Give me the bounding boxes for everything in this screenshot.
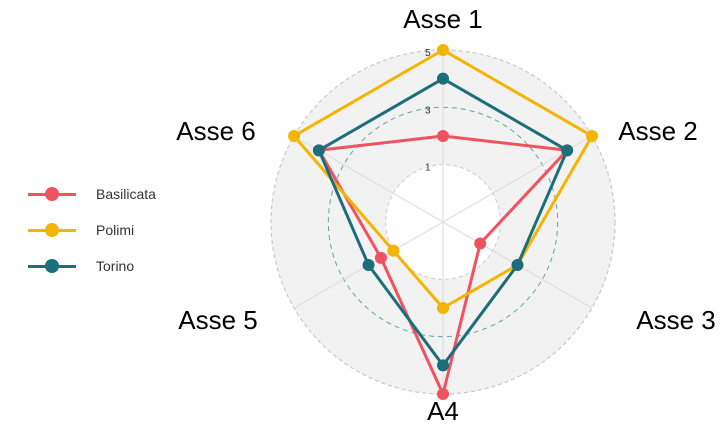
data-point bbox=[437, 388, 449, 400]
data-point bbox=[511, 259, 524, 271]
axis-label: Asse 3 bbox=[636, 305, 716, 335]
legend-item: Basilicata bbox=[28, 176, 156, 212]
data-point bbox=[437, 359, 449, 372]
radar-ring bbox=[327, 106, 559, 338]
data-point bbox=[288, 130, 301, 142]
axis-label: A4 bbox=[427, 396, 459, 424]
legend-item: Torino bbox=[28, 248, 156, 284]
data-point bbox=[362, 259, 375, 271]
axis-label: Asse 1 bbox=[403, 4, 483, 34]
legend-swatch bbox=[28, 259, 76, 273]
data-point bbox=[437, 44, 449, 56]
legend-swatch bbox=[28, 187, 76, 201]
legend-label: Basilicata bbox=[96, 186, 156, 202]
legend-label: Torino bbox=[96, 258, 135, 274]
data-point bbox=[437, 130, 449, 142]
axis-label: Asse 2 bbox=[618, 116, 698, 146]
series-torino bbox=[312, 72, 574, 372]
tick-label: 1 bbox=[425, 163, 431, 174]
legend-item: Polimi bbox=[28, 212, 156, 248]
tick-label: 3 bbox=[425, 105, 431, 116]
legend-swatch bbox=[28, 223, 76, 237]
data-point bbox=[474, 237, 487, 250]
radar-tick-labels: 1 3 5 bbox=[425, 48, 431, 174]
axis-label: Asse 6 bbox=[176, 116, 256, 146]
legend: Basilicata Polimi Torino bbox=[28, 176, 156, 284]
data-point bbox=[387, 244, 400, 257]
data-point bbox=[437, 302, 449, 314]
data-point bbox=[374, 251, 387, 264]
axis-label: Asse 5 bbox=[178, 305, 258, 335]
tick-label: 5 bbox=[425, 48, 431, 59]
data-point bbox=[561, 144, 574, 157]
data-point bbox=[437, 72, 449, 85]
data-point bbox=[312, 144, 325, 157]
data-point bbox=[585, 130, 598, 142]
legend-label: Polimi bbox=[96, 222, 135, 238]
radar-axis-labels: Asse 1 Asse 2 Asse 3 A4 Asse 5 Asse 6 bbox=[176, 4, 716, 424]
radar-series bbox=[288, 44, 598, 400]
radar-ring bbox=[270, 49, 616, 395]
